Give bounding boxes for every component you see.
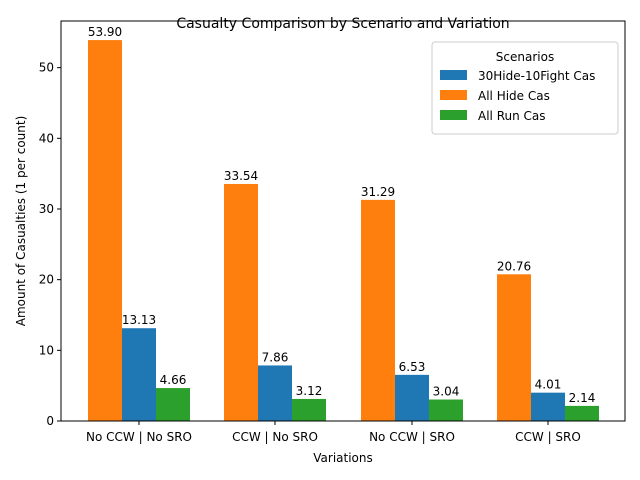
legend-title: Scenarios	[496, 50, 554, 64]
data-label: 3.12	[296, 384, 323, 398]
bar	[395, 374, 429, 421]
x-axis: No CCW | No SRO CCW | No SRO No CCW | SRO C…	[86, 421, 581, 444]
bar	[156, 388, 190, 421]
y-tick-label: 40	[39, 131, 54, 145]
data-label: 2.14	[569, 391, 596, 405]
legend-entry-label: All Hide Cas	[478, 89, 550, 103]
y-axis-label: Amount of Casualties (1 per count)	[14, 116, 28, 327]
data-label: 53.90	[88, 25, 122, 39]
bar	[429, 399, 463, 421]
data-label: 6.53	[399, 360, 426, 374]
legend-swatch	[440, 90, 467, 100]
data-labels-group: 53.90 33.54 31.29 20.76 13.13 7.86 6.53 4.01 4.6…	[88, 25, 596, 405]
data-label: 4.01	[535, 378, 562, 392]
legend-box	[431, 41, 619, 135]
y-axis: 0 10 20 30 40 50	[39, 61, 61, 428]
bar	[497, 274, 531, 421]
bar	[565, 405, 599, 421]
x-axis-label: Variations	[313, 451, 373, 465]
data-label: 20.76	[497, 259, 531, 273]
bar	[361, 199, 395, 421]
x-tick-label: No CCW | SRO	[369, 430, 455, 444]
bar	[531, 392, 565, 421]
y-tick-label: 0	[46, 414, 54, 428]
bar	[88, 40, 122, 422]
bars-group	[88, 40, 599, 422]
bar	[292, 398, 326, 421]
x-tick-label: CCW | SRO	[515, 430, 581, 444]
bar	[258, 365, 292, 421]
y-tick-label: 10	[39, 343, 54, 357]
bar	[224, 183, 258, 421]
data-label: 13.13	[122, 313, 156, 327]
plot-frame	[60, 20, 626, 422]
y-tick-label: 30	[39, 202, 54, 216]
legend-entry-label: All Run Cas	[478, 109, 546, 123]
legend-swatch	[440, 110, 467, 120]
y-tick-label: 20	[39, 273, 54, 287]
data-label: 3.04	[433, 385, 460, 399]
x-tick-label: No CCW | No SRO	[86, 430, 192, 444]
legend-swatch	[440, 70, 467, 80]
data-label: 31.29	[361, 185, 395, 199]
data-label: 4.66	[160, 373, 187, 387]
legend-entries: 30Hide-10Fight Cas All Hide Cas All Run Ca…	[440, 69, 595, 123]
legend: Scenarios 30Hide-10Fight Cas All Hide Cas…	[431, 41, 619, 135]
y-tick-label: 50	[39, 61, 54, 75]
legend-entry-label: 30Hide-10Fight Cas	[478, 69, 595, 83]
data-label: 33.54	[224, 169, 258, 183]
chart-title: Casualty Comparison by Scenario and Vari…	[176, 16, 509, 32]
bar	[122, 328, 156, 421]
x-tick-label: CCW | No SRO	[232, 430, 318, 444]
data-label: 7.86	[262, 350, 289, 364]
